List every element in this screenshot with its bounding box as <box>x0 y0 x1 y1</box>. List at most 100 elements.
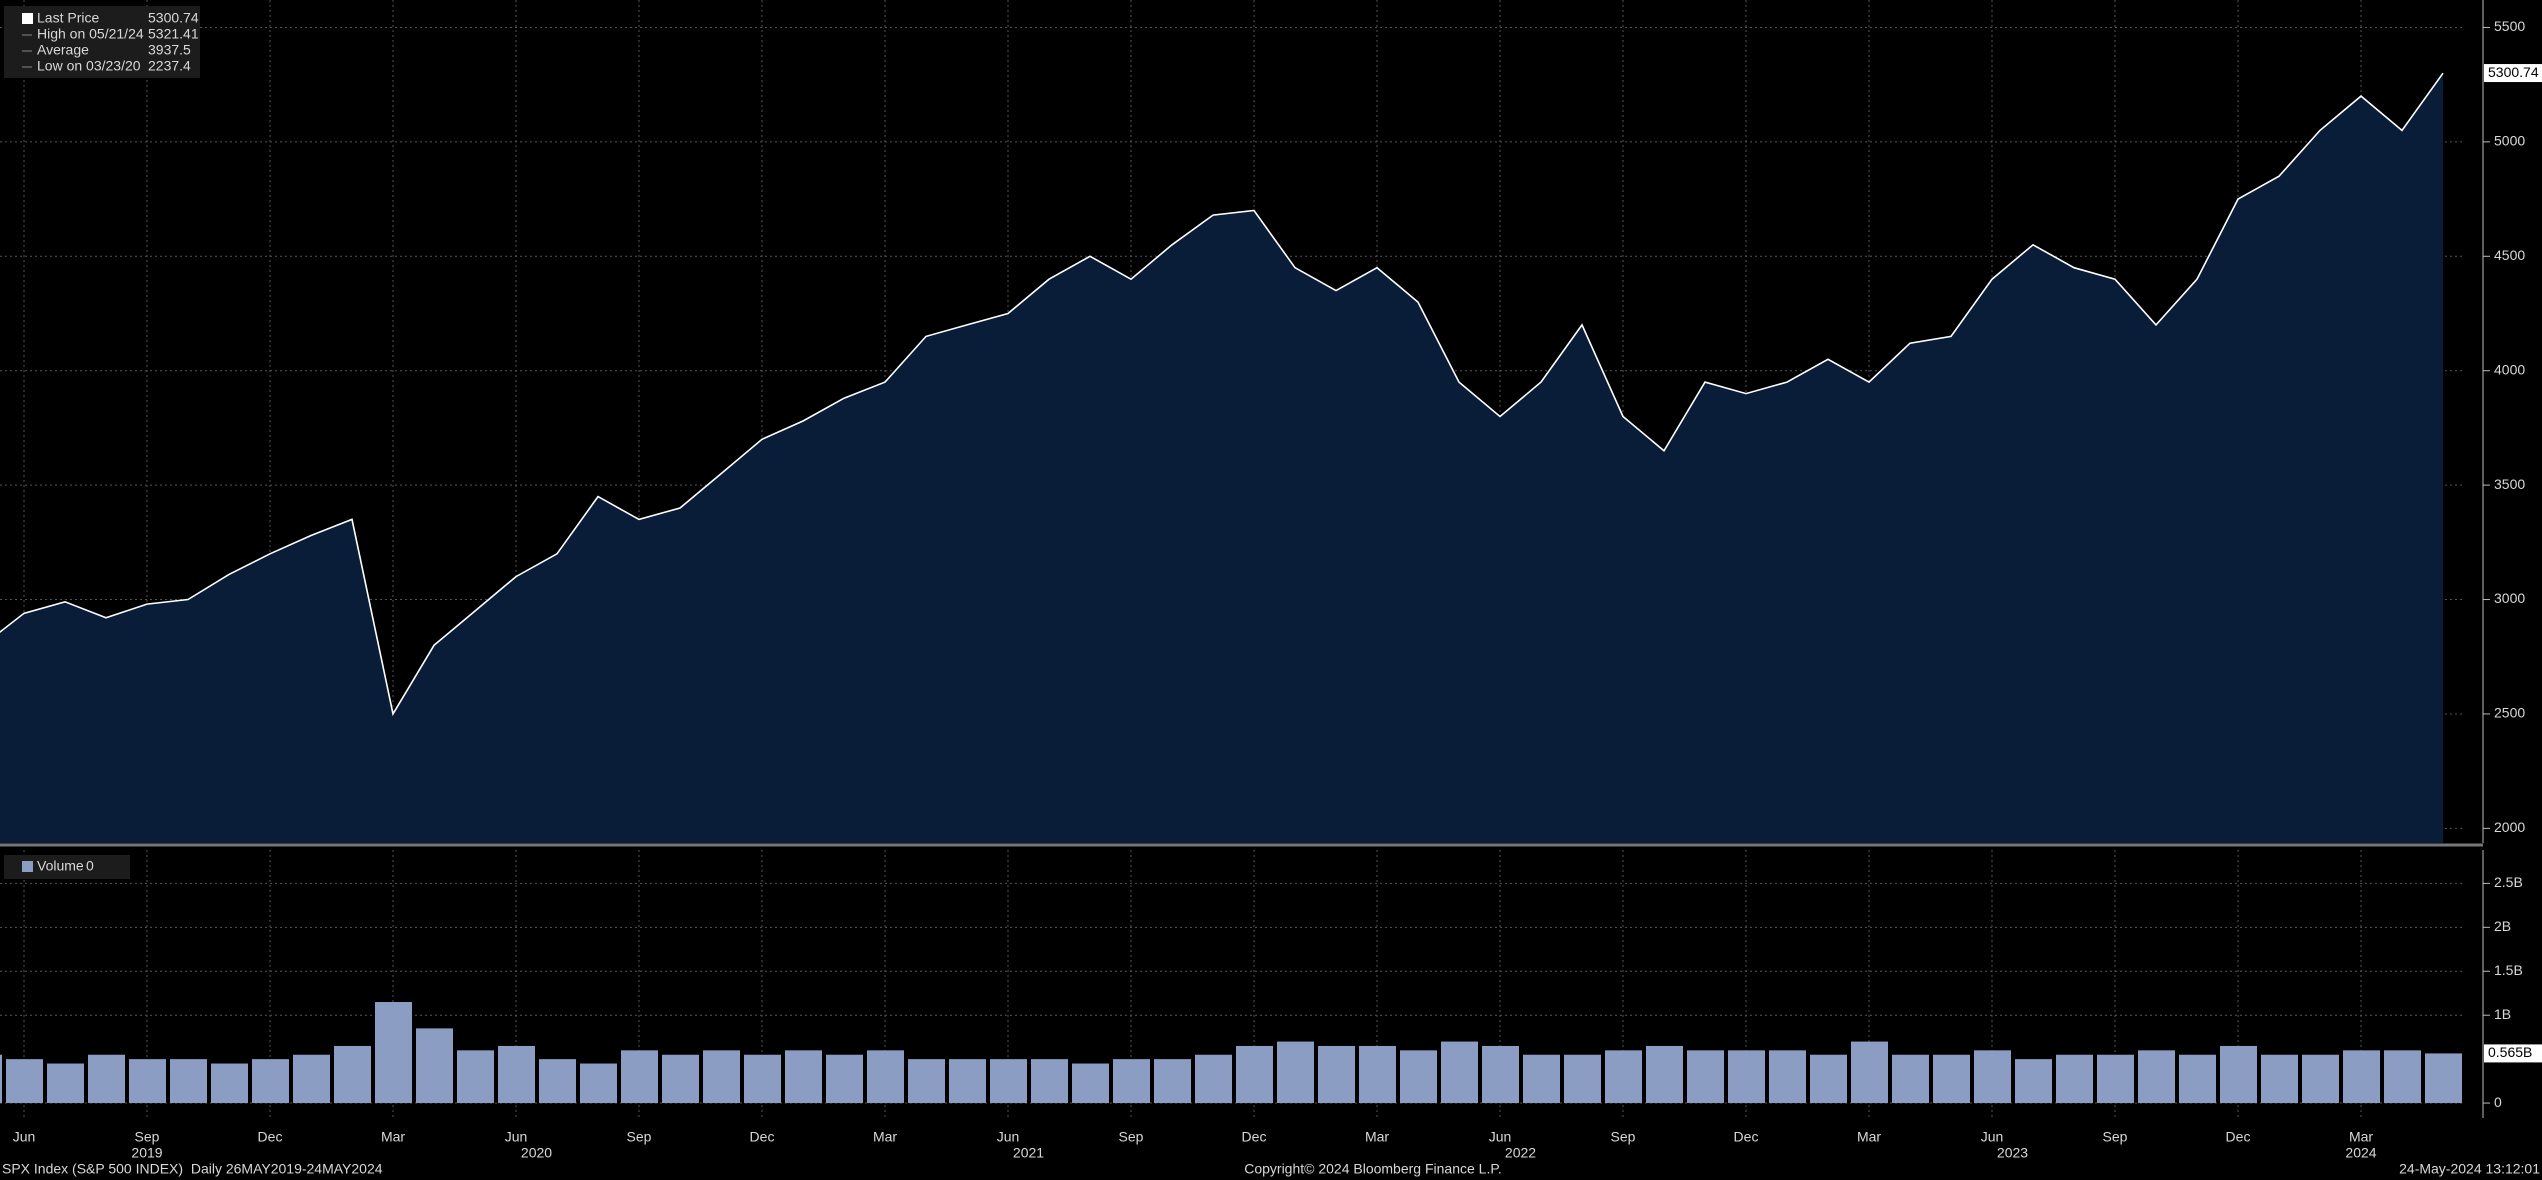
volume-bar <box>1933 1054 1970 1104</box>
year-label: 2021 <box>1013 1145 1044 1161</box>
volume-bar <box>375 1002 412 1104</box>
y-tick-label: 3500 <box>2494 476 2525 492</box>
volume-bar <box>1277 1041 1314 1104</box>
volume-bar <box>1564 1054 1601 1104</box>
last-volume-label: 0.565B <box>2488 1044 2532 1060</box>
volume-bar <box>703 1050 740 1104</box>
x-tick-label: Dec <box>1734 1129 1759 1145</box>
volume-bar <box>1769 1050 1806 1104</box>
x-tick-label: Dec <box>2226 1129 2251 1145</box>
y-tick-label: 4500 <box>2494 247 2525 263</box>
x-tick-label: Dec <box>258 1129 283 1145</box>
price-line <box>0 72 2444 717</box>
last-volume-tag <box>2484 1044 2542 1063</box>
volume-bar <box>826 1054 863 1104</box>
volume-bar <box>0 1054 2 1104</box>
volume-bar <box>744 1054 781 1104</box>
price-area <box>0 73 2443 843</box>
x-tick-label: Mar <box>873 1129 897 1145</box>
volume-bar <box>1441 1041 1478 1104</box>
volume-bar <box>2425 1053 2462 1104</box>
legend-value: 2237.4 <box>148 58 191 74</box>
volume-bar <box>129 1059 166 1104</box>
x-tick-label: Sep <box>135 1129 160 1145</box>
y-tick-label: 1.5B <box>2494 962 2523 978</box>
volume-bar <box>539 1059 576 1104</box>
volume-bar <box>1728 1050 1765 1104</box>
volume-bar <box>1154 1059 1191 1104</box>
volume-bar <box>2343 1050 2380 1104</box>
x-tick-label: Jun <box>13 1129 36 1145</box>
y-tick-label: 0 <box>2494 1094 2502 1110</box>
volume-bar <box>1031 1059 1068 1104</box>
x-tick-label: Sep <box>1611 1129 1636 1145</box>
volume-bar <box>457 1050 494 1104</box>
footer-center: Copyright© 2024 Bloomberg Finance L.P. <box>1244 1161 1502 1177</box>
volume-bar <box>1851 1041 1888 1104</box>
overlay: Jun Sep Dec Mar Jun Sep Dec Mar Jun Sep Dec Mar Jun S… <box>4 6 2542 1161</box>
volume-bar <box>2015 1059 2052 1104</box>
legend-value: 5300.74 <box>148 10 199 26</box>
footer-left: SPX Index (S&P 500 INDEX) Daily 26MAY201… <box>2 1161 383 1177</box>
plot <box>0 0 2462 1118</box>
x-tick-label: Dec <box>750 1129 775 1145</box>
volume-bar <box>621 1050 658 1104</box>
year-label: 2019 <box>131 1145 162 1161</box>
legend-label: Average <box>37 42 89 58</box>
volume-bar <box>1359 1045 1396 1104</box>
x-tick-label: Sep <box>2103 1129 2128 1145</box>
volume-bar <box>2261 1054 2298 1104</box>
y-tick-label: 2B <box>2494 918 2511 934</box>
volume-bar <box>88 1054 125 1104</box>
volume-bar <box>1605 1050 1642 1104</box>
volume-bar <box>6 1059 43 1104</box>
x-tick-label: Jun <box>1489 1129 1512 1145</box>
volume-bar <box>1236 1045 1273 1104</box>
volume-bar <box>2179 1054 2216 1104</box>
legend-label: Last Price <box>37 10 99 26</box>
volume-bar <box>1810 1054 1847 1104</box>
volume-bar <box>1523 1054 1560 1104</box>
x-tick-label: Sep <box>627 1129 652 1145</box>
x-tick-label: Jun <box>505 1129 528 1145</box>
volume-bar <box>990 1059 1027 1104</box>
volume-bar <box>2097 1054 2134 1104</box>
volume-bar <box>1400 1050 1437 1104</box>
volume-bar <box>2056 1054 2093 1104</box>
y-tick-label: 2000 <box>2494 819 2525 835</box>
volume-bar <box>47 1063 84 1104</box>
x-tick-label: Jun <box>997 1129 1020 1145</box>
volume-bar <box>252 1059 289 1104</box>
volume-bar <box>1974 1050 2011 1104</box>
legend-value: 5321.41 <box>148 26 199 42</box>
x-tick-label: Dec <box>1242 1129 1267 1145</box>
volume-bar <box>949 1059 986 1104</box>
volume-bar <box>1646 1045 1683 1104</box>
last-price-tag <box>2484 64 2542 83</box>
volume-bar <box>498 1045 535 1104</box>
y-tick-label: 3000 <box>2494 590 2525 606</box>
x-tick-label: Mar <box>2349 1129 2373 1145</box>
volume-bar <box>662 1054 699 1104</box>
volume-bar <box>2302 1054 2339 1104</box>
x-tick-label: Sep <box>1119 1129 1144 1145</box>
legend-label: Low on 03/23/20 <box>37 58 141 74</box>
y-tick-label: 5500 <box>2494 18 2525 34</box>
volume-bar <box>2138 1050 2175 1104</box>
volume-bar <box>1892 1054 1929 1104</box>
y-tick-label: 5000 <box>2494 133 2525 149</box>
volume-bar <box>1113 1059 1150 1104</box>
x-tick-label: Jun <box>1981 1129 2004 1145</box>
y-tick-label: 2.5B <box>2494 874 2523 890</box>
y-tick-label: 1B <box>2494 1006 2511 1022</box>
last-price-label: 5300.74 <box>2488 64 2539 80</box>
year-label: 2022 <box>1505 1145 1536 1161</box>
volume-bar <box>1195 1054 1232 1104</box>
legend-value: 3937.5 <box>148 42 191 58</box>
footer-right: 24-May-2024 13:12:01 <box>2399 1161 2540 1177</box>
year-label: 2023 <box>1997 1145 2028 1161</box>
legend-value: 0 <box>86 858 94 874</box>
volume-bar <box>170 1059 207 1104</box>
